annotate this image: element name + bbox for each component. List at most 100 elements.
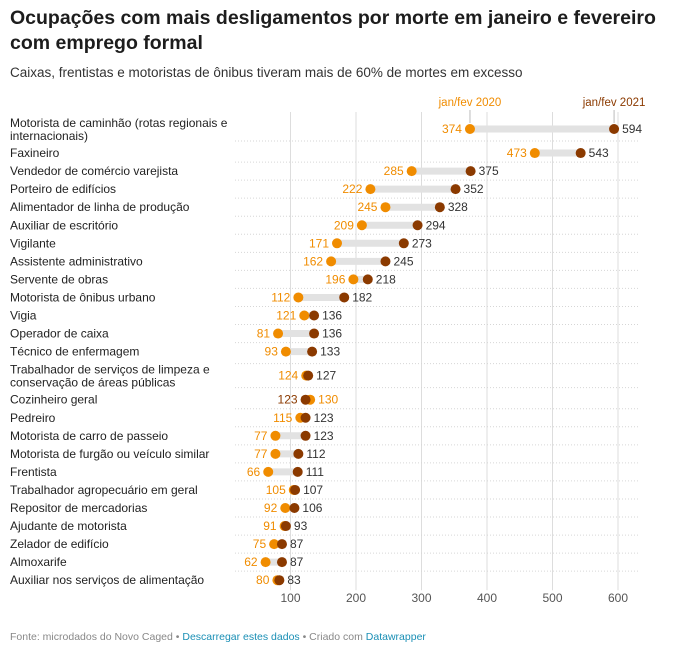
value-label-2021: 352 xyxy=(464,182,484,196)
value-label-2021: 123 xyxy=(314,429,334,443)
dot-2020 xyxy=(299,310,310,321)
dot-2021 xyxy=(300,394,311,405)
row-label: Motorista de ônibus urbano xyxy=(10,290,156,304)
dot-2020 xyxy=(280,346,291,357)
value-label-2021: 136 xyxy=(322,309,342,323)
value-label-2021: 375 xyxy=(479,164,499,178)
dot-2020 xyxy=(464,124,475,134)
value-label-2020: 81 xyxy=(257,327,271,341)
dot-2020 xyxy=(326,256,337,267)
value-label-2020: 93 xyxy=(265,345,279,359)
row-label: Zelador de edifício xyxy=(10,537,109,551)
row-label: Motorista de caminhão (rotas regionais e xyxy=(10,116,228,130)
source-note: Fonte: microdados do Novo Caged xyxy=(10,631,173,643)
row-label: Servente de obras xyxy=(10,272,108,286)
value-label-2020: 374 xyxy=(442,122,462,136)
row-label: Vigia xyxy=(10,309,37,323)
value-label-2020: 62 xyxy=(244,555,258,569)
dot-2020 xyxy=(260,557,271,568)
value-label-2020: 77 xyxy=(254,429,268,443)
dot-2020 xyxy=(356,220,367,231)
dot-2021 xyxy=(276,539,287,550)
value-label-2021: 111 xyxy=(306,465,325,479)
row-label: Operador de caixa xyxy=(10,327,109,341)
value-label-2020: 285 xyxy=(384,164,404,178)
row-label: Faxineiro xyxy=(10,146,60,160)
value-label-2020: 245 xyxy=(357,200,377,214)
value-label-2021: 245 xyxy=(393,254,413,268)
row-label: Vendedor de comércio varejista xyxy=(10,164,178,178)
chart-title: Ocupações com mais desligamentos por mor… xyxy=(10,7,656,54)
dot-2021 xyxy=(303,370,314,381)
value-label-2021: 136 xyxy=(322,327,342,341)
value-label-2020: 162 xyxy=(303,254,323,268)
dot-2021 xyxy=(309,310,320,321)
download-data-link[interactable]: Descarregar estes dados xyxy=(182,631,300,643)
dot-2020 xyxy=(269,539,280,550)
dot-2021 xyxy=(300,412,311,423)
row-label-line2: conservação de áreas públicas xyxy=(10,376,175,390)
dot-2020 xyxy=(273,328,284,339)
value-label-2021: 123 xyxy=(278,393,298,407)
value-label-2021: 127 xyxy=(316,369,336,383)
dot-2021 xyxy=(362,274,373,285)
value-label-2020: 75 xyxy=(253,537,267,551)
value-label-2021: 83 xyxy=(287,573,301,587)
dot-2021 xyxy=(274,575,285,586)
value-label-2020: 105 xyxy=(266,483,286,497)
dot-2021 xyxy=(276,557,287,568)
value-label-2021: 328 xyxy=(448,200,468,214)
value-label-2020: 66 xyxy=(247,465,261,479)
dot-2020 xyxy=(529,148,540,159)
value-label-2020: 130 xyxy=(318,393,338,407)
row-label: Técnico de enfermagem xyxy=(10,345,139,359)
dot-2021 xyxy=(300,430,311,441)
value-label-2021: 273 xyxy=(412,236,432,250)
dot-2021 xyxy=(280,521,291,532)
chart-footer: Fonte: microdados do Novo Caged • Descar… xyxy=(10,631,426,643)
value-label-2021: 294 xyxy=(426,218,446,232)
row-label: Cozinheiro geral xyxy=(10,393,97,407)
row-label: Alimentador de linha de produção xyxy=(10,200,190,214)
value-label-2021: 107 xyxy=(303,483,323,497)
dot-2021 xyxy=(412,220,423,231)
dot-2021 xyxy=(398,238,409,249)
dot-2020 xyxy=(270,430,281,441)
x-tick-label: 400 xyxy=(477,591,497,605)
dot-2020 xyxy=(270,448,281,459)
dot-2021 xyxy=(609,124,620,134)
footer-separator: • xyxy=(172,631,183,643)
x-tick-label: 100 xyxy=(280,591,300,605)
row-label: Trabalhador agropecuário em geral xyxy=(10,483,198,497)
dot-2021 xyxy=(309,328,320,339)
dot-2021 xyxy=(575,148,586,159)
row-label: Motorista de furgão ou veículo similar xyxy=(10,447,209,461)
value-label-2021: 123 xyxy=(314,411,334,425)
dot-2020 xyxy=(406,166,417,177)
row-label: Almoxarife xyxy=(10,555,67,569)
value-label-2020: 115 xyxy=(273,411,292,425)
dot-2020 xyxy=(332,238,343,249)
row-label: Trabalhador de serviços de limpeza e xyxy=(10,363,210,377)
value-label-2021: 93 xyxy=(294,519,308,533)
dot-2021 xyxy=(293,448,304,459)
row-label: Auxiliar nos serviços de alimentação xyxy=(10,573,204,587)
datawrapper-link[interactable]: Datawrapper xyxy=(365,631,426,643)
x-tick-label: 600 xyxy=(608,591,628,605)
dot-2020 xyxy=(263,466,274,477)
row-label: Repositor de mercadorias xyxy=(10,501,147,515)
value-label-2020: 92 xyxy=(264,501,278,515)
dot-range-chart: 100 200 300 400 500 600 jan/fev 2020 jan/fev 20… xyxy=(10,97,645,605)
value-label-2020: 473 xyxy=(507,146,527,160)
x-tick-label: 500 xyxy=(542,591,562,605)
row-label: Porteiro de edifícios xyxy=(10,182,116,196)
dot-2021 xyxy=(339,292,350,303)
value-label-2020: 91 xyxy=(263,519,277,533)
dot-2020 xyxy=(365,184,376,195)
row-label: Auxiliar de escritório xyxy=(10,218,118,232)
dot-2020 xyxy=(293,292,304,303)
row-label: Assistente administrativo xyxy=(10,254,143,268)
dot-2021 xyxy=(307,346,318,357)
dot-2021 xyxy=(450,184,461,195)
value-label-2020: 196 xyxy=(325,272,345,286)
